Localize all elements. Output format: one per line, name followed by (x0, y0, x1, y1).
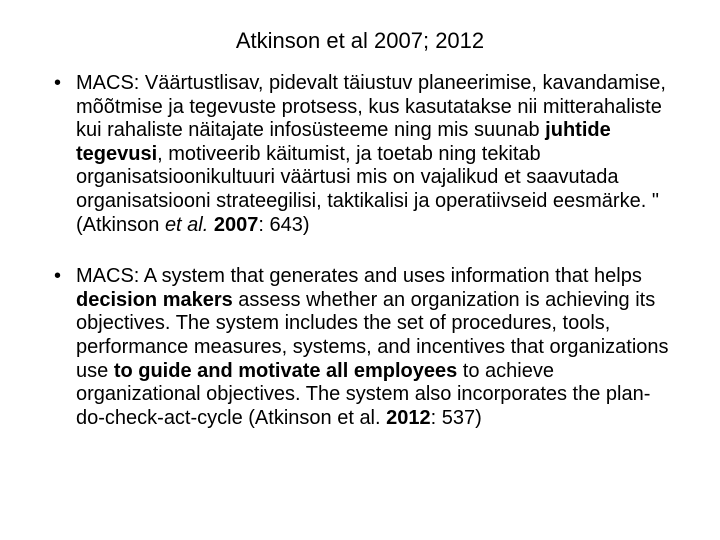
bullet-item: MACS: A system that generates and uses i… (48, 265, 672, 430)
text-run: : 643) (258, 214, 309, 236)
text-run: , motiveerib käitumist, ja toetab ning t… (76, 143, 659, 236)
text-run: et al. (165, 214, 208, 236)
text-run: MACS: A system that generates and uses i… (76, 265, 642, 287)
text-run: 2007 (214, 214, 259, 236)
bullet-list: MACS: Väärtustlisav, pidevalt täiustuv p… (48, 72, 672, 430)
text-run: decision makers (76, 289, 233, 311)
bullet-item: MACS: Väärtustlisav, pidevalt täiustuv p… (48, 72, 672, 237)
slide: Atkinson et al 2007; 2012 MACS: Väärtust… (0, 0, 720, 540)
text-run: 2012 (386, 407, 431, 429)
text-run: : 537) (431, 407, 482, 429)
slide-title: Atkinson et al 2007; 2012 (48, 28, 672, 54)
text-run: to guide and motivate all employees (114, 360, 457, 382)
